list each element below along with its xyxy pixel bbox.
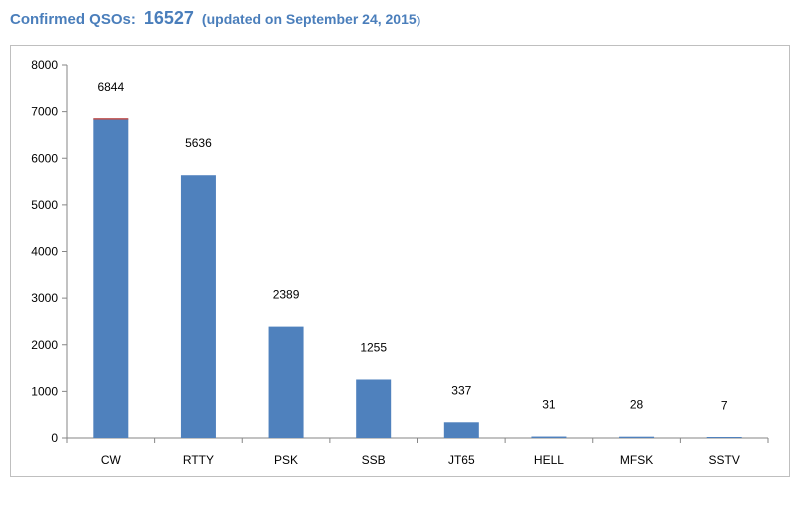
category-label-jt65: JT65 [448, 453, 475, 467]
bar-psk [268, 326, 304, 438]
data-label-jt65: 337 [451, 383, 471, 397]
bar-sstv [706, 437, 742, 438]
data-label-hell: 31 [542, 398, 556, 412]
title-prefix: Confirmed QSOs: [10, 11, 136, 28]
data-label-ssb: 1255 [360, 340, 387, 354]
bar-mfsk [619, 436, 655, 438]
y-tick-label: 4000 [31, 245, 58, 259]
bar-ssb [356, 379, 392, 438]
y-tick-label: 8000 [31, 58, 58, 72]
y-tick-label: 2000 [31, 338, 58, 352]
y-tick-label: 6000 [31, 151, 58, 165]
bar-cw [93, 118, 129, 438]
category-label-hell: HELL [534, 453, 564, 467]
category-label-mfsk: MFSK [620, 453, 653, 467]
y-tick-label: 7000 [31, 105, 58, 119]
category-label-ssb: SSB [362, 453, 386, 467]
y-tick-label: 5000 [31, 198, 58, 212]
category-label-sstv: SSTV [709, 453, 740, 467]
data-label-psk: 2389 [273, 288, 300, 302]
chart-title: Confirmed QSOs: 16527 (updated on Septembe… [10, 8, 420, 29]
data-label-rtty: 5636 [185, 136, 212, 150]
y-tick-label: 1000 [31, 384, 58, 398]
title-updated: (updated on September 24, 2015 [201, 11, 417, 27]
data-label-sstv: 7 [721, 399, 728, 413]
y-tick-label: 3000 [31, 291, 58, 305]
category-label-psk: PSK [274, 453, 298, 467]
y-tick-label: 0 [51, 431, 58, 445]
chart-area [10, 45, 790, 477]
category-label-rtty: RTTY [183, 453, 214, 467]
title-total: 16527 [143, 8, 194, 28]
bar-rtty [180, 175, 216, 438]
data-label-cw: 6844 [97, 80, 124, 94]
data-label-mfsk: 28 [630, 398, 644, 412]
bar-hell [531, 436, 567, 438]
bar-jt65 [443, 422, 479, 438]
title-close-paren: ) [416, 15, 421, 27]
category-label-cw: CW [101, 453, 122, 467]
